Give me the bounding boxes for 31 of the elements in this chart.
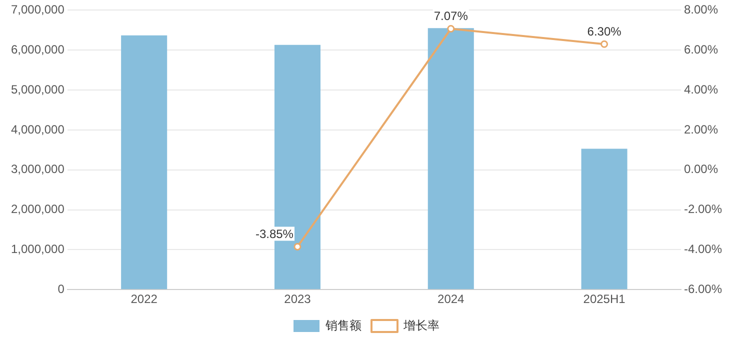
y-tick-label: 5,000,000: [10, 82, 65, 96]
y-tick-label: 2,000,000: [10, 202, 65, 216]
x-tick-label: 2025H1: [583, 292, 626, 306]
data-label: 7.07%: [434, 9, 468, 24]
y2-tick-label: -2.00%: [684, 202, 722, 216]
legend-label: 增长率: [402, 318, 440, 332]
x-tick-label: 2022: [130, 292, 158, 306]
y2-tick-label: -4.00%: [684, 242, 722, 256]
y-tick-label: 6,000,000: [10, 42, 65, 56]
y-tick-label: 3,000,000: [10, 162, 65, 176]
y2-tick-label: -6.00%: [684, 282, 722, 296]
data-label: 6.30%: [587, 24, 622, 38]
point: [294, 242, 302, 250]
bar: [121, 35, 168, 290]
legend-label: 销售额: [324, 318, 362, 332]
data-label: -3.85%: [255, 227, 294, 242]
y-tick-label: 7,000,000: [10, 2, 65, 17]
y-tick-label: 1,000,000: [10, 242, 65, 256]
y2-tick-label: 0.00%: [684, 162, 718, 176]
y-tick-label: 4,000,000: [10, 122, 65, 136]
y2-tick-label: 4.00%: [684, 82, 718, 96]
x-tick-label: 2023: [284, 292, 312, 306]
bar: [581, 148, 628, 290]
y2-tick-label: 2.00%: [684, 122, 718, 136]
point: [600, 40, 608, 48]
y-tick-label: 0: [58, 282, 65, 296]
y2-tick-label: 6.00%: [684, 42, 718, 56]
x-tick-label: 2024: [438, 292, 465, 306]
bar: [428, 28, 474, 290]
point: [447, 25, 455, 33]
y2-tick-label: 8.00%: [684, 2, 718, 17]
